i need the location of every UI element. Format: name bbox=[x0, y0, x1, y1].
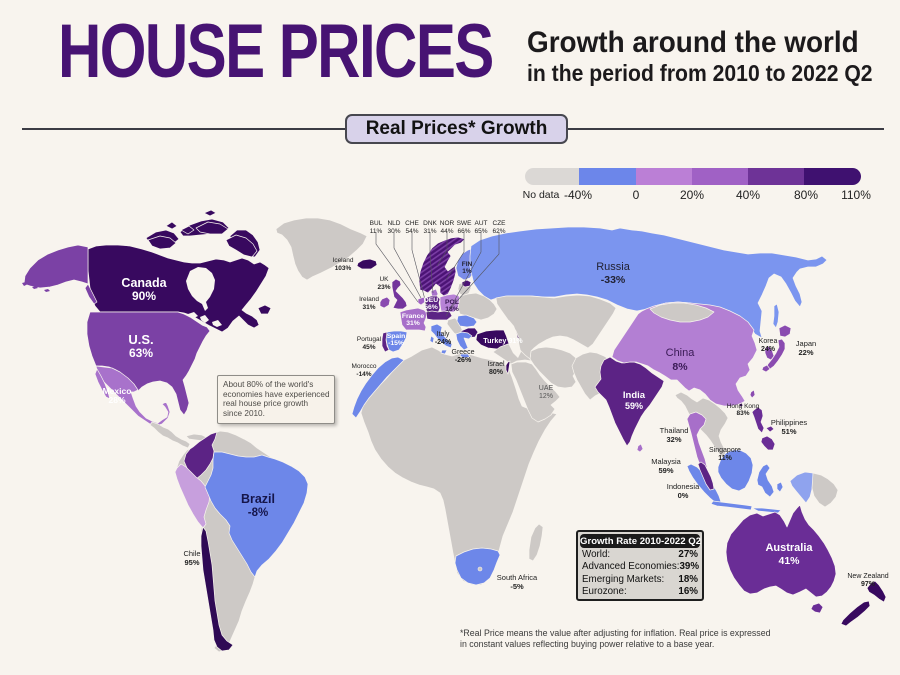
svg-text:Hong Kong: Hong Kong bbox=[727, 403, 760, 410]
svg-text:Indonesia: Indonesia bbox=[667, 482, 700, 491]
svg-text:80%: 80% bbox=[489, 369, 504, 376]
svg-text:Morocco: Morocco bbox=[352, 363, 377, 370]
svg-text:Mexico: Mexico bbox=[103, 386, 132, 396]
svg-text:-15%: -15% bbox=[388, 340, 404, 347]
svg-text:24%: 24% bbox=[761, 346, 776, 353]
svg-text:41%: 41% bbox=[778, 555, 800, 567]
svg-text:32%: 32% bbox=[666, 435, 681, 444]
svg-text:Japan: Japan bbox=[796, 339, 816, 348]
svg-text:66%: 66% bbox=[457, 228, 470, 235]
svg-text:31%: 31% bbox=[406, 320, 420, 327]
svg-text:11%: 11% bbox=[718, 455, 732, 462]
svg-text:83%: 83% bbox=[736, 410, 749, 417]
svg-text:23%: 23% bbox=[377, 284, 390, 291]
svg-text:22%: 22% bbox=[798, 348, 813, 357]
svg-text:97%: 97% bbox=[861, 581, 876, 588]
svg-text:Israel: Israel bbox=[487, 361, 505, 368]
svg-text:Turkey 91%: Turkey 91% bbox=[483, 336, 523, 345]
svg-text:63%: 63% bbox=[129, 346, 153, 360]
svg-text:18%: 18% bbox=[445, 306, 459, 313]
svg-text:New Zealand: New Zealand bbox=[847, 573, 888, 580]
svg-text:UK: UK bbox=[379, 276, 389, 283]
svg-text:Malaysia: Malaysia bbox=[651, 457, 681, 466]
svg-text:59%: 59% bbox=[625, 401, 643, 411]
svg-text:8%: 8% bbox=[672, 361, 688, 373]
svg-text:Singapore: Singapore bbox=[709, 447, 741, 454]
svg-text:Australia: Australia bbox=[765, 542, 813, 554]
svg-text:U.S.: U.S. bbox=[128, 332, 153, 347]
svg-text:BUL: BUL bbox=[370, 220, 383, 227]
svg-text:11%: 11% bbox=[370, 228, 383, 235]
svg-text:Chile: Chile bbox=[183, 549, 200, 558]
svg-text:Korea: Korea bbox=[759, 338, 778, 345]
svg-text:Greece: Greece bbox=[452, 349, 475, 356]
svg-text:Iceland: Iceland bbox=[333, 257, 354, 264]
svg-text:-5%: -5% bbox=[510, 582, 524, 591]
svg-text:Ireland: Ireland bbox=[359, 296, 379, 303]
svg-text:UAE: UAE bbox=[539, 385, 554, 392]
svg-text:Russia: Russia bbox=[596, 261, 631, 273]
svg-text:0%: 0% bbox=[678, 491, 689, 500]
svg-text:65%: 65% bbox=[474, 228, 487, 235]
svg-text:95%: 95% bbox=[184, 558, 199, 567]
svg-text:AUT: AUT bbox=[475, 220, 488, 227]
svg-text:51%: 51% bbox=[781, 427, 796, 436]
svg-text:SWE: SWE bbox=[457, 220, 472, 227]
svg-text:Canada: Canada bbox=[121, 276, 167, 290]
svg-text:-8%: -8% bbox=[248, 507, 268, 519]
svg-text:Portugal: Portugal bbox=[357, 336, 382, 343]
svg-text:China: China bbox=[666, 347, 696, 359]
svg-text:Spain: Spain bbox=[387, 333, 406, 340]
svg-text:90%: 90% bbox=[132, 289, 156, 303]
svg-text:45%: 45% bbox=[362, 344, 375, 351]
svg-text:56%: 56% bbox=[424, 304, 438, 311]
svg-text:POL: POL bbox=[445, 299, 459, 306]
svg-text:31%: 31% bbox=[362, 304, 375, 311]
svg-text:Brazil: Brazil bbox=[241, 492, 275, 506]
svg-text:12%: 12% bbox=[539, 393, 553, 400]
svg-text:India: India bbox=[623, 390, 646, 401]
svg-text:Italy: Italy bbox=[437, 331, 450, 338]
svg-text:103%: 103% bbox=[335, 265, 352, 272]
svg-text:-24%: -24% bbox=[435, 339, 452, 346]
svg-text:CZE: CZE bbox=[493, 220, 507, 227]
svg-text:30%: 30% bbox=[387, 228, 400, 235]
svg-text:Thailand: Thailand bbox=[660, 426, 689, 435]
svg-text:31%: 31% bbox=[423, 228, 436, 235]
svg-text:-33%: -33% bbox=[601, 274, 626, 286]
svg-text:South Africa: South Africa bbox=[497, 573, 538, 582]
svg-text:1%: 1% bbox=[462, 268, 472, 275]
svg-text:-26%: -26% bbox=[455, 357, 472, 364]
svg-text:Philippines: Philippines bbox=[771, 418, 808, 427]
svg-text:France: France bbox=[402, 313, 425, 320]
svg-text:28%: 28% bbox=[108, 395, 125, 405]
svg-text:62%: 62% bbox=[492, 228, 505, 235]
svg-text:DEU: DEU bbox=[424, 297, 438, 304]
svg-text:NOR: NOR bbox=[440, 220, 455, 227]
svg-text:54%: 54% bbox=[405, 228, 418, 235]
svg-text:CHE: CHE bbox=[405, 220, 419, 227]
svg-text:44%: 44% bbox=[440, 228, 453, 235]
svg-text:NLD: NLD bbox=[387, 220, 400, 227]
svg-text:DNK: DNK bbox=[423, 220, 437, 227]
svg-text:-14%: -14% bbox=[356, 371, 371, 378]
svg-text:FIN: FIN bbox=[462, 261, 473, 268]
svg-text:59%: 59% bbox=[658, 466, 673, 475]
